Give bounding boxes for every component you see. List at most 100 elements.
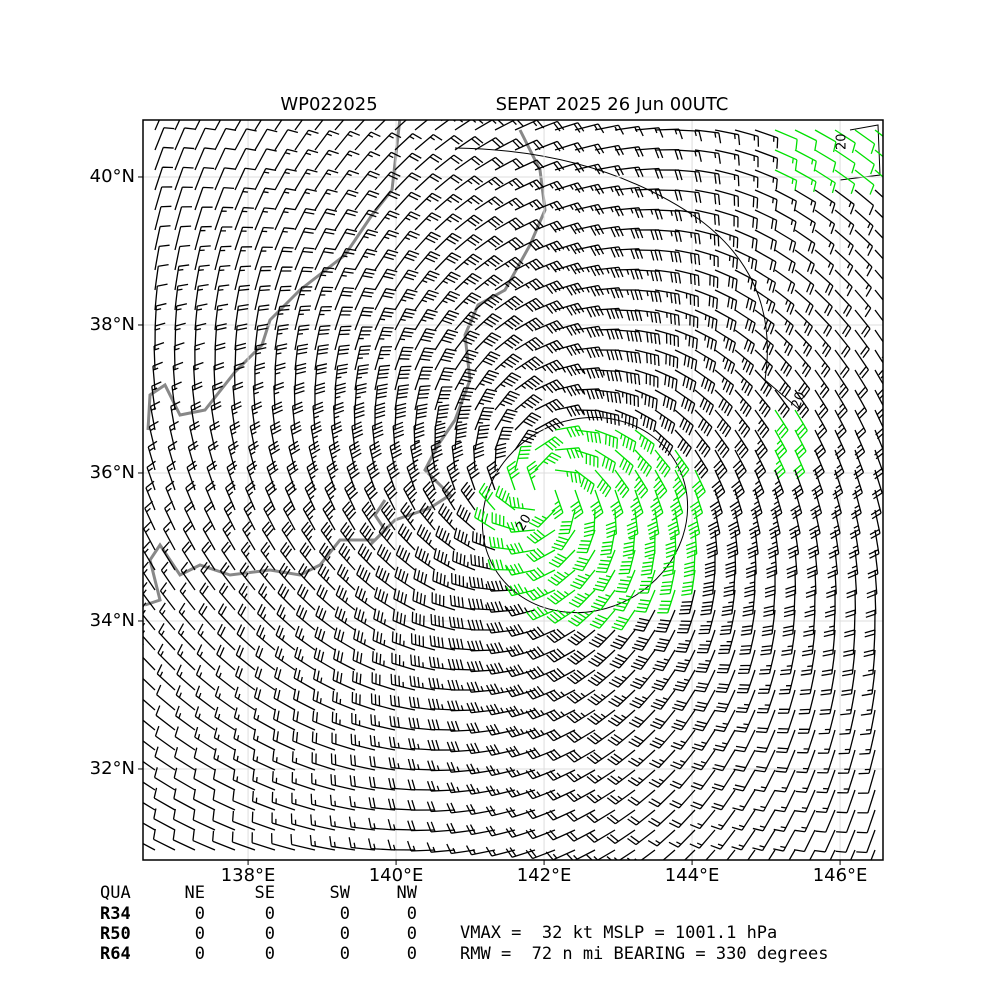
wind-barb bbox=[752, 829, 776, 852]
wind-barb bbox=[634, 229, 663, 241]
wind-barb bbox=[434, 134, 463, 151]
wind-barb bbox=[394, 133, 422, 151]
wind-barb bbox=[427, 698, 456, 711]
wind-barb bbox=[608, 689, 636, 708]
wind-barb bbox=[407, 840, 436, 852]
wind-barb bbox=[674, 369, 697, 393]
wind-barb bbox=[235, 645, 256, 671]
wind-barb bbox=[783, 589, 796, 618]
wind-barb bbox=[338, 542, 356, 571]
wind-barb bbox=[734, 329, 755, 355]
wind-barb bbox=[554, 242, 585, 255]
wind-barb bbox=[773, 809, 796, 832]
wind-barb bbox=[426, 460, 440, 491]
wind-barb bbox=[754, 309, 775, 335]
wind-barb bbox=[334, 286, 355, 311]
wind-barb bbox=[574, 264, 605, 277]
wind-barb bbox=[454, 234, 483, 251]
wind-barb bbox=[251, 811, 276, 831]
wind-barb bbox=[274, 207, 296, 231]
wind-barb bbox=[614, 207, 644, 219]
wind-barb bbox=[757, 669, 776, 694]
wind-barb bbox=[764, 569, 776, 598]
wind-barb bbox=[606, 829, 636, 844]
wind-barb bbox=[834, 409, 847, 440]
wind-barb bbox=[794, 349, 812, 378]
wind-barb bbox=[280, 542, 296, 571]
lat-label: 38°N bbox=[90, 314, 135, 335]
wind-barb bbox=[334, 363, 348, 391]
wind-barb bbox=[212, 789, 236, 811]
wind-barb bbox=[814, 269, 834, 296]
wind-barb bbox=[615, 289, 643, 301]
wind-barb bbox=[627, 829, 656, 846]
wind-barb bbox=[195, 685, 216, 711]
wind-barb bbox=[734, 429, 749, 459]
wind-barb bbox=[710, 809, 736, 831]
wind-barb bbox=[865, 589, 877, 618]
wind-barb bbox=[194, 342, 206, 371]
wind-barb bbox=[143, 698, 156, 711]
wind-barb bbox=[410, 633, 436, 651]
wind-barb bbox=[856, 829, 876, 854]
wind-barb bbox=[334, 228, 358, 251]
wind-barb bbox=[683, 549, 696, 578]
wind-barb bbox=[718, 629, 736, 655]
wind-barb bbox=[414, 328, 437, 351]
wind-barb bbox=[554, 447, 584, 459]
wind-barb bbox=[351, 421, 364, 451]
wind-barb bbox=[594, 144, 624, 156]
wind-barb bbox=[794, 289, 814, 316]
wind-barb bbox=[767, 849, 776, 860]
wind-barb bbox=[144, 500, 156, 531]
wind-barb bbox=[314, 267, 335, 291]
wind-barb bbox=[197, 623, 216, 651]
wind-barb bbox=[793, 449, 806, 480]
wind-barb bbox=[414, 173, 442, 191]
wind-barb bbox=[607, 749, 636, 766]
wind-barb bbox=[713, 729, 736, 752]
wind-barb bbox=[856, 809, 876, 834]
wind-barb bbox=[634, 449, 653, 477]
wind-barb bbox=[755, 729, 776, 753]
wind-barb bbox=[183, 500, 196, 531]
wind-barb bbox=[371, 672, 396, 691]
wind-barb bbox=[454, 292, 482, 311]
wind-barb bbox=[324, 480, 337, 511]
wind-barb bbox=[261, 521, 276, 551]
wind-barb bbox=[587, 709, 616, 725]
wind-barb bbox=[634, 188, 664, 200]
wind-barb bbox=[594, 185, 624, 197]
wind-barb bbox=[214, 120, 222, 131]
wind-barb bbox=[354, 190, 380, 211]
wind-barb bbox=[394, 308, 417, 331]
wind-barb bbox=[854, 329, 870, 359]
wind-barb bbox=[834, 209, 855, 235]
wind-barb bbox=[704, 549, 716, 578]
wind-barb bbox=[836, 789, 856, 814]
wind-barb bbox=[160, 561, 176, 591]
wind-barb bbox=[505, 603, 536, 617]
wind-barb bbox=[514, 218, 545, 232]
wind-barb bbox=[234, 284, 250, 311]
wind-barb bbox=[363, 480, 378, 511]
wind-barb bbox=[748, 509, 761, 540]
wind-barb bbox=[478, 482, 496, 511]
wind-barb bbox=[494, 237, 524, 251]
wind-barb bbox=[594, 409, 620, 426]
wind-barb bbox=[474, 388, 498, 411]
wind-barb bbox=[214, 226, 233, 251]
wind-barb bbox=[290, 834, 316, 851]
wind-barb bbox=[654, 449, 671, 478]
wind-barb bbox=[841, 669, 856, 696]
wind-barb bbox=[753, 769, 776, 793]
wind-barb bbox=[794, 389, 810, 419]
wind-barb bbox=[460, 481, 476, 511]
wind-barb bbox=[434, 232, 462, 251]
wind-barb bbox=[633, 609, 656, 632]
wind-barb bbox=[674, 189, 702, 203]
wind-barb bbox=[232, 790, 256, 811]
wind-barb bbox=[782, 609, 796, 637]
wind-barb bbox=[874, 189, 883, 199]
wind-barb bbox=[494, 315, 524, 331]
